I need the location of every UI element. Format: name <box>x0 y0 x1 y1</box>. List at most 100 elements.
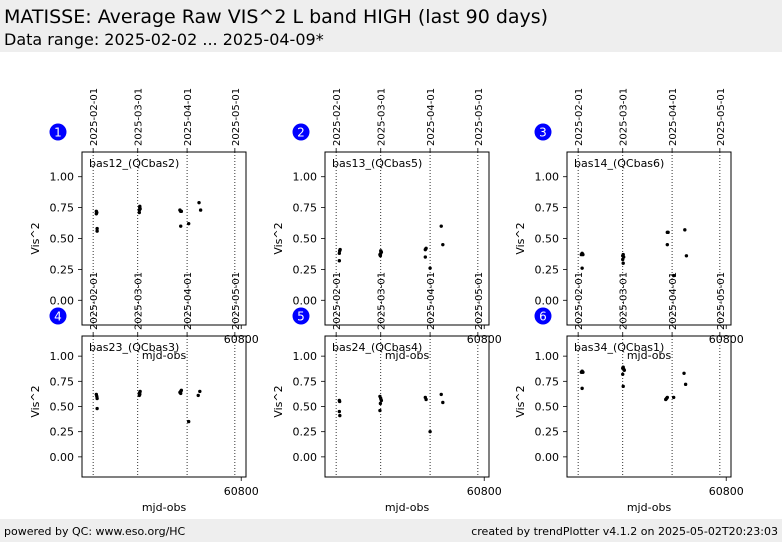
data-point <box>441 242 445 247</box>
data-point <box>179 209 184 214</box>
y-tick-label: 0.75 <box>50 202 75 215</box>
page-subtitle: Data range: 2025-02-02 ... 2025-04-09* <box>4 30 324 49</box>
date-tick-label: 2025-02-01 <box>332 88 343 146</box>
y-tick-label: 0.75 <box>293 202 318 215</box>
panel-2: 2025-02-01 2025-03-01 2025-04-01 2025-05-01… <box>272 88 502 362</box>
y-tick-label: 0.25 <box>535 263 560 276</box>
data-point <box>378 254 383 258</box>
data-point <box>671 273 676 278</box>
data-point <box>665 395 670 400</box>
y-tick-label: 0.50 <box>535 401 560 414</box>
data-point <box>379 249 383 253</box>
data-point <box>95 396 99 401</box>
data-point <box>683 228 687 232</box>
y-axis-label: Vis^2 <box>29 222 42 254</box>
data-point <box>580 266 584 270</box>
y-tick-label: 1.00 <box>535 350 560 363</box>
panel-number-badge <box>49 307 67 325</box>
data-point <box>138 392 142 397</box>
panel-number-badge <box>49 123 67 141</box>
panel-number-badge <box>534 307 552 325</box>
data-point <box>665 242 670 247</box>
x-tick-label: 60800 <box>709 333 744 346</box>
date-tick-label: 2025-05-01 <box>716 272 727 330</box>
panel-number-text: 5 <box>297 310 305 324</box>
y-axis-label: Vis^2 <box>514 385 527 417</box>
plot-frame <box>566 151 732 326</box>
data-point <box>683 382 688 387</box>
date-tick-label: 2025-03-01 <box>619 88 630 146</box>
data-point <box>621 384 625 389</box>
data-point <box>378 401 383 406</box>
date-tick-label: 2025-03-01 <box>134 88 145 146</box>
y-tick-label: 0.75 <box>50 375 75 388</box>
date-tick-label: 2025-02-01 <box>574 272 585 330</box>
y-tick-label: 0.00 <box>293 294 318 307</box>
footer-band <box>0 519 782 542</box>
y-tick-label: 0.25 <box>50 263 75 276</box>
date-tick-label: 2025-03-01 <box>619 272 630 330</box>
x-axis-label: mjd-obs <box>142 349 187 362</box>
y-axis-label: Vis^2 <box>29 385 42 417</box>
data-point <box>196 393 200 398</box>
date-tick-label: 2025-05-01 <box>716 88 727 146</box>
panel-6: 2025-02-01 2025-03-01 2025-04-01 2025-05-01… <box>514 272 744 514</box>
data-point <box>197 200 201 205</box>
date-tick-label: 2025-03-01 <box>377 272 388 330</box>
panel-label: bas24_(QCbas4) <box>332 341 422 354</box>
y-tick-label: 0.50 <box>50 401 75 414</box>
date-tick-label: 2025-04-01 <box>183 88 194 146</box>
data-point <box>621 261 625 265</box>
date-tick-label: 2025-03-01 <box>377 88 388 146</box>
x-axis-label: mjd-obs <box>627 349 672 362</box>
data-point <box>337 399 342 404</box>
data-point <box>198 208 203 212</box>
y-tick-label: 1.00 <box>293 350 318 363</box>
date-tick-label: 2025-02-01 <box>89 272 100 330</box>
data-point <box>186 419 191 424</box>
data-point <box>621 257 625 262</box>
panel-label: bas34_(QCbas1) <box>574 341 664 354</box>
data-point <box>95 229 99 233</box>
data-point <box>137 210 142 215</box>
data-point <box>441 400 445 405</box>
y-tick-label: 0.75 <box>535 202 560 215</box>
panel-3: 2025-02-01 2025-03-01 2025-04-01 2025-05-01… <box>514 88 744 362</box>
data-point <box>666 230 670 235</box>
y-tick-label: 0.25 <box>50 426 75 439</box>
footer-powered-by: powered by QC: www.eso.org/HC <box>4 525 186 538</box>
data-point <box>423 255 428 259</box>
panel-number-badge <box>534 123 552 141</box>
x-axis-label: mjd-obs <box>385 349 430 362</box>
data-point <box>684 254 689 258</box>
y-tick-label: 0.00 <box>293 451 318 464</box>
panel-number-text: 6 <box>539 310 547 324</box>
panel-number-text: 3 <box>539 126 547 140</box>
data-point <box>338 413 342 418</box>
data-point <box>378 408 382 413</box>
panel-1: 2025-02-01 2025-03-01 2025-04-01 2025-05-01… <box>29 88 259 362</box>
y-axis-label: Vis^2 <box>272 222 285 254</box>
y-tick-label: 0.25 <box>293 426 318 439</box>
plot-frame <box>81 151 247 326</box>
y-tick-label: 1.00 <box>50 350 75 363</box>
x-tick-label: 60800 <box>224 485 259 498</box>
y-axis-label: Vis^2 <box>514 222 527 254</box>
date-tick-label: 2025-05-01 <box>231 88 242 146</box>
date-tick-label: 2025-05-01 <box>474 88 485 146</box>
panel-number-badge <box>292 307 310 325</box>
data-point <box>682 371 686 375</box>
data-point <box>198 389 202 394</box>
panel-label: bas23_(QCbas3) <box>89 341 179 354</box>
y-tick-label: 0.50 <box>293 401 318 414</box>
y-tick-label: 0.50 <box>50 233 75 246</box>
date-tick-label: 2025-02-01 <box>332 272 343 330</box>
data-point <box>179 388 184 393</box>
data-point <box>439 224 443 228</box>
data-point <box>581 252 585 257</box>
plot-frame <box>324 151 490 326</box>
panel-4: 2025-02-01 2025-03-01 2025-04-01 2025-05-01… <box>29 272 259 514</box>
date-tick-label: 2025-05-01 <box>231 272 242 330</box>
date-tick-label: 2025-04-01 <box>668 88 679 146</box>
header-band <box>0 0 782 52</box>
